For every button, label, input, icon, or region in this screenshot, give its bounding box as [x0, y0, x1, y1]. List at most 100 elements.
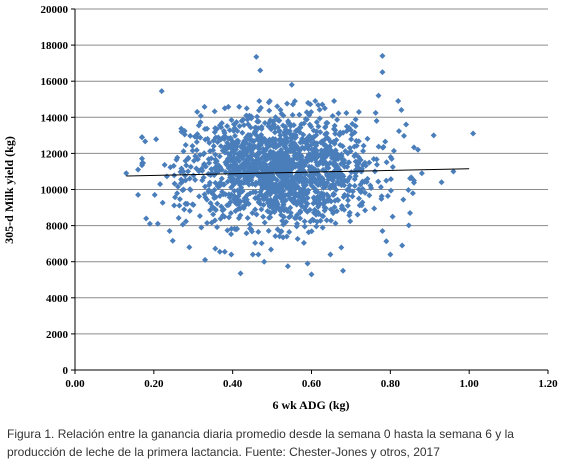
- data-point: [170, 162, 177, 169]
- data-point: [224, 139, 231, 146]
- data-point: [262, 151, 269, 158]
- data-point: [260, 201, 267, 208]
- data-point: [207, 172, 214, 179]
- data-point: [217, 143, 224, 150]
- data-points: [123, 52, 477, 278]
- data-point: [324, 172, 331, 179]
- data-point: [334, 116, 341, 123]
- data-point: [301, 162, 308, 169]
- data-point: [296, 189, 303, 196]
- data-point: [196, 212, 203, 219]
- data-point: [274, 103, 281, 110]
- data-point: [211, 129, 218, 136]
- data-point: [348, 169, 355, 176]
- data-point: [254, 113, 261, 120]
- data-point: [182, 177, 189, 184]
- data-point: [237, 198, 244, 205]
- data-point: [226, 157, 233, 164]
- data-point: [362, 189, 369, 196]
- data-point: [231, 125, 238, 132]
- data-point: [266, 209, 273, 216]
- data-point: [268, 175, 275, 182]
- data-point: [263, 139, 270, 146]
- data-point: [407, 209, 414, 216]
- data-point: [284, 154, 291, 161]
- data-point: [261, 120, 268, 127]
- data-point: [343, 123, 350, 130]
- data-point: [364, 135, 371, 142]
- trendline: [126, 168, 470, 177]
- data-point: [260, 175, 267, 182]
- data-point: [345, 176, 352, 183]
- data-point: [355, 108, 362, 115]
- data-point: [224, 178, 231, 185]
- data-point: [157, 181, 164, 188]
- data-point: [249, 166, 256, 173]
- data-point: [257, 156, 264, 163]
- data-point: [312, 150, 319, 157]
- data-point: [281, 143, 288, 150]
- data-point: [375, 143, 382, 150]
- data-point: [320, 196, 327, 203]
- data-point: [258, 123, 265, 130]
- data-point: [180, 148, 187, 155]
- data-point: [248, 113, 255, 120]
- data-point: [265, 99, 272, 106]
- data-point: [186, 175, 193, 182]
- data-point: [221, 248, 228, 255]
- data-point: [266, 188, 273, 195]
- data-point: [235, 153, 242, 160]
- data-point: [246, 176, 253, 183]
- data-point: [306, 163, 313, 170]
- data-point: [182, 200, 189, 207]
- data-point: [362, 207, 369, 214]
- data-point: [382, 138, 389, 145]
- data-point: [319, 160, 326, 167]
- data-point: [319, 101, 326, 108]
- data-point: [346, 212, 353, 219]
- data-point: [276, 233, 283, 240]
- data-point: [343, 128, 350, 135]
- data-point: [291, 186, 298, 193]
- data-point: [214, 224, 221, 231]
- data-point: [277, 207, 284, 214]
- data-point: [255, 199, 262, 206]
- data-point: [212, 207, 219, 214]
- data-point: [225, 150, 232, 157]
- data-point: [301, 175, 308, 182]
- data-point: [418, 170, 425, 177]
- data-point: [360, 147, 367, 154]
- data-point: [438, 179, 445, 186]
- data-point: [247, 124, 254, 131]
- data-point: [300, 131, 307, 138]
- figure-caption: Figura 1. Relación entre la ganancia dia…: [7, 425, 567, 461]
- data-point: [250, 189, 257, 196]
- x-tick-label: 1.20: [538, 378, 558, 390]
- data-point: [209, 203, 216, 210]
- data-point: [267, 148, 274, 155]
- data-point: [212, 245, 219, 252]
- data-point: [331, 204, 338, 211]
- data-point: [366, 159, 373, 166]
- data-point: [293, 223, 300, 230]
- data-point: [334, 153, 341, 160]
- data-point: [257, 67, 264, 74]
- data-point: [296, 111, 303, 118]
- data-point: [470, 130, 477, 137]
- data-point: [182, 142, 189, 149]
- data-point: [355, 186, 362, 193]
- x-tick-label: 0.60: [302, 378, 322, 390]
- data-point: [383, 159, 390, 166]
- data-point: [259, 186, 266, 193]
- data-point: [181, 131, 188, 138]
- data-point: [316, 106, 323, 113]
- data-point: [271, 208, 278, 215]
- data-point: [236, 123, 243, 130]
- data-point: [319, 201, 326, 208]
- data-point: [151, 191, 158, 198]
- data-point: [174, 154, 181, 161]
- data-point: [300, 204, 307, 211]
- data-point: [284, 263, 291, 270]
- data-point: [322, 205, 329, 212]
- data-point: [285, 179, 292, 186]
